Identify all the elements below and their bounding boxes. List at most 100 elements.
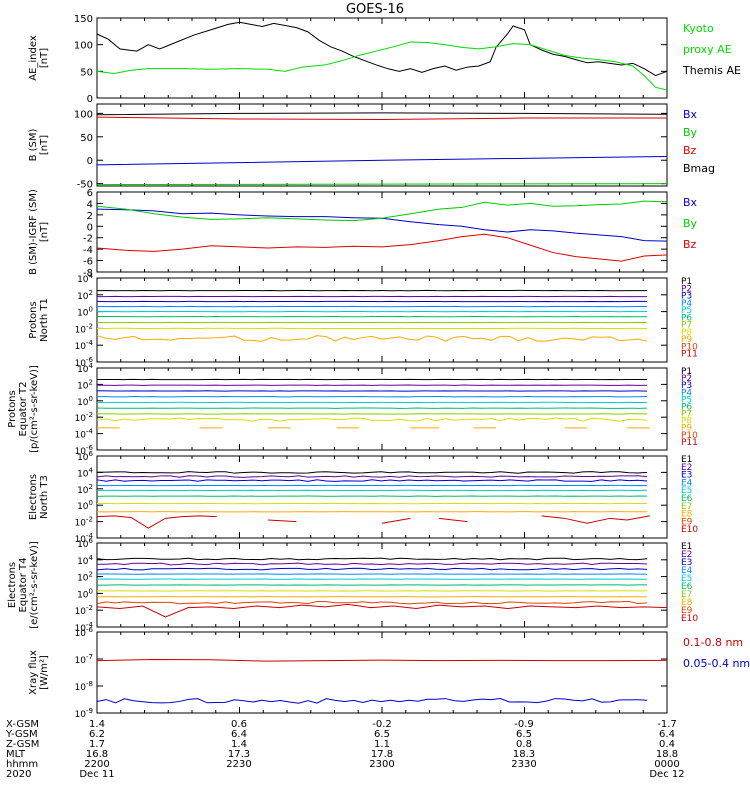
- series-e9d: [438, 517, 468, 523]
- y-tick-label: 100: [74, 109, 93, 120]
- y-tick-label: 10-4: [75, 621, 94, 634]
- orbit-value: 6.4: [231, 729, 247, 740]
- legend-item: P1: [681, 367, 692, 377]
- y-tick-label: 102: [77, 289, 93, 302]
- y-tick-label: 0: [87, 156, 93, 167]
- y-tick-label: 100: [77, 587, 93, 600]
- series-themis-ae: [96, 21, 668, 77]
- legend-item: Bz: [683, 238, 697, 251]
- legend-item: P8: [681, 328, 692, 338]
- panel-bsm: -50 0 50 100 B (SM) [nT] Bx By Bz Bmag: [28, 103, 715, 191]
- y-axis-label: [p/(cm²-s-sr-keV)]: [29, 365, 40, 453]
- legend-item: 0.05-0.4 nm: [683, 657, 750, 670]
- series-kyoto-proxy-ae: [96, 41, 668, 91]
- orbit-value: 2200: [84, 759, 109, 770]
- legend-item: Themis AE: [682, 64, 741, 77]
- legend-item: P2: [681, 374, 692, 384]
- orbit-value: 6.5: [374, 729, 390, 740]
- orbit-row-label: Z-GSM: [6, 739, 39, 750]
- y-tick-label: 0: [87, 222, 93, 233]
- y-tick-label: 10-9: [75, 707, 93, 720]
- legend-item: proxy AE: [683, 43, 732, 56]
- legend-item: P7: [681, 410, 692, 420]
- y-tick-label: 104: [77, 466, 93, 479]
- y-tick-label: 10-6: [75, 356, 94, 369]
- legend-item: Bz: [683, 144, 697, 157]
- series-bz: [96, 116, 667, 120]
- y-tick-label: 100: [77, 306, 93, 319]
- legend-item: E4: [681, 566, 693, 576]
- series-bx: [96, 208, 668, 242]
- y-axis-label: North T3: [39, 475, 50, 519]
- y-tick-label: 150: [74, 14, 93, 25]
- orbit-value: 6.4: [659, 729, 675, 740]
- legend-item: E5: [681, 574, 692, 584]
- legend-item: P8: [681, 417, 692, 427]
- y-tick-label: 10-2: [75, 411, 93, 424]
- series-e2: [96, 475, 648, 478]
- series-0-1-0-8-nm: [96, 659, 668, 662]
- y-axis-label: Electrons: [7, 562, 18, 608]
- orbit-value: 2230: [226, 759, 251, 770]
- series-e10: [96, 603, 668, 618]
- y-tick-label: 100: [77, 499, 93, 512]
- series-by: [96, 200, 668, 222]
- y-axis-label: Protons: [7, 390, 18, 427]
- legend-item: Bmag: [683, 162, 715, 175]
- y-tick-label: 10-7: [75, 653, 93, 666]
- series-by: [96, 183, 668, 186]
- series-e9: [96, 600, 648, 605]
- legend-item: E10: [681, 614, 698, 624]
- y-axis-label: [nT]: [39, 48, 50, 68]
- series-bz: [96, 233, 668, 262]
- x-date-label: Dec 11: [79, 769, 114, 780]
- y-tick-label: 2: [87, 211, 93, 222]
- legend-item: Bx: [683, 196, 698, 209]
- panel-frame: [96, 367, 668, 451]
- y-tick-label: -6: [83, 257, 93, 268]
- legend-item: E6: [681, 582, 693, 592]
- legend-item: By: [683, 126, 698, 139]
- legend-item: By: [683, 217, 698, 230]
- series-e2: [96, 562, 648, 566]
- legend-item: P7: [681, 321, 692, 331]
- series-p8: [96, 417, 648, 422]
- legend-item: E2: [681, 463, 692, 473]
- legend-item: P11: [681, 350, 698, 360]
- y-tick-label: -2: [83, 234, 93, 245]
- series-e9c: [381, 517, 411, 524]
- orbit-value: -0.2: [372, 719, 392, 730]
- orbit-row-label: Y-GSM: [5, 729, 38, 740]
- y-tick-label: 100: [74, 41, 93, 52]
- series-e9b: [267, 519, 297, 523]
- legend-item: E2: [681, 550, 692, 560]
- y-tick-label: 10-4: [75, 428, 94, 441]
- legend-item: E4: [681, 478, 693, 488]
- y-tick-label: 10-2: [75, 516, 93, 529]
- legend-item: E1: [681, 455, 692, 465]
- y-tick-label: -8: [83, 268, 93, 279]
- y-tick-label: 10-8: [75, 680, 93, 693]
- legend-item: P6: [681, 402, 692, 412]
- y-tick-label: -4: [83, 245, 93, 256]
- y-tick-label: 104: [77, 272, 93, 285]
- orbit-value: 0.8: [516, 739, 532, 750]
- legend-item: E9: [681, 606, 693, 616]
- orbit-value: 0.6: [231, 719, 247, 730]
- y-axis-label: [e/(cm²-s-sr-keV)]: [29, 541, 40, 629]
- legend-item: E1: [681, 542, 692, 552]
- orbit-value: 6.5: [516, 729, 532, 740]
- y-tick-label: 102: [77, 378, 93, 391]
- y-tick-label: 104: [77, 554, 93, 567]
- y-axis-label: [W/m²]: [39, 655, 50, 690]
- y-axis-label: North T1: [39, 298, 50, 342]
- orbit-value: 16.8: [86, 749, 108, 760]
- legend-item: P9: [681, 424, 692, 434]
- y-tick-label: 10-2: [75, 322, 93, 335]
- panel-xray: 10-6 10-7 10-8 10-9 Xray flux [W/m²] 0.1-0.8 n…: [28, 626, 750, 720]
- legend-item: Kyoto: [683, 22, 714, 35]
- legend-item: P4: [681, 299, 692, 309]
